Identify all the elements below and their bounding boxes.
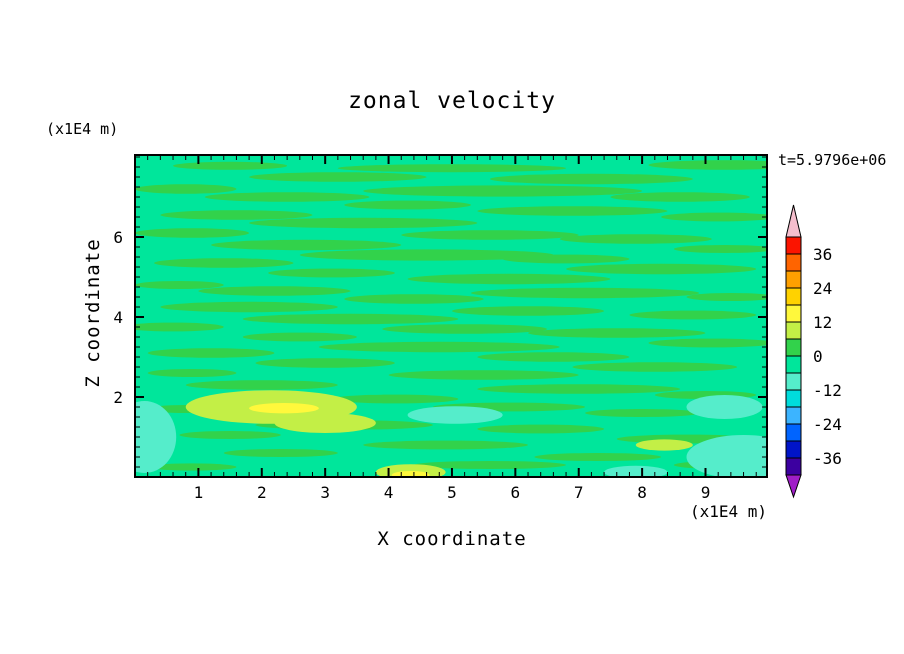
colorbar-tick-label: 24 bbox=[813, 279, 832, 298]
time-annotation: t=5.9796e+06 bbox=[778, 151, 887, 169]
contour-field bbox=[135, 155, 767, 477]
colorbar-segment bbox=[785, 321, 802, 340]
x-axis-unit-label: (x1E4 m) bbox=[690, 502, 768, 521]
z-axis-unit-label: (x1E4 m) bbox=[46, 120, 119, 138]
colorbar-segment bbox=[785, 406, 802, 425]
colorbar-arrow-bottom bbox=[785, 474, 802, 499]
colorbar-segment bbox=[785, 253, 802, 272]
colorbar-segment bbox=[785, 355, 802, 374]
colorbar-segment bbox=[785, 236, 802, 255]
colorbar-tick-label: -36 bbox=[813, 449, 842, 468]
colorbar-tick-label: 12 bbox=[813, 313, 832, 332]
x-tick-label: 5 bbox=[447, 483, 457, 502]
colorbar-segment bbox=[785, 338, 802, 357]
x-tick-label: 3 bbox=[320, 483, 330, 502]
z-tick-label: 2 bbox=[113, 388, 123, 407]
z-tick-label: 4 bbox=[113, 308, 123, 327]
x-tick-label: 1 bbox=[194, 483, 204, 502]
colorbar-segment bbox=[785, 270, 802, 289]
x-tick-label: 9 bbox=[701, 483, 711, 502]
colorbar-segment bbox=[785, 389, 802, 408]
plot-title: zonal velocity bbox=[348, 88, 556, 114]
colorbar-segment bbox=[785, 287, 802, 306]
colorbar-segment bbox=[785, 440, 802, 459]
colorbar-segment bbox=[785, 423, 802, 442]
colorbar-segment bbox=[785, 304, 802, 323]
x-tick-label: 2 bbox=[257, 483, 267, 502]
x-axis-label: X coordinate bbox=[377, 528, 527, 550]
colorbar-tick-label: 0 bbox=[813, 347, 823, 366]
colorbar-segment bbox=[785, 372, 802, 391]
colorbar-tick-label: -12 bbox=[813, 381, 842, 400]
x-tick-label: 8 bbox=[637, 483, 647, 502]
colorbar bbox=[785, 204, 802, 499]
colorbar-arrow-top bbox=[785, 204, 802, 238]
x-tick-label: 6 bbox=[511, 483, 521, 502]
x-tick-label: 4 bbox=[384, 483, 394, 502]
x-tick-label: 7 bbox=[574, 483, 584, 502]
colorbar-segment bbox=[785, 457, 802, 476]
colorbar-tick-label: -24 bbox=[813, 415, 842, 434]
z-axis-label: Z coordinate bbox=[82, 238, 104, 388]
colorbar-tick-label: 36 bbox=[813, 245, 832, 264]
z-tick-label: 6 bbox=[113, 228, 123, 247]
